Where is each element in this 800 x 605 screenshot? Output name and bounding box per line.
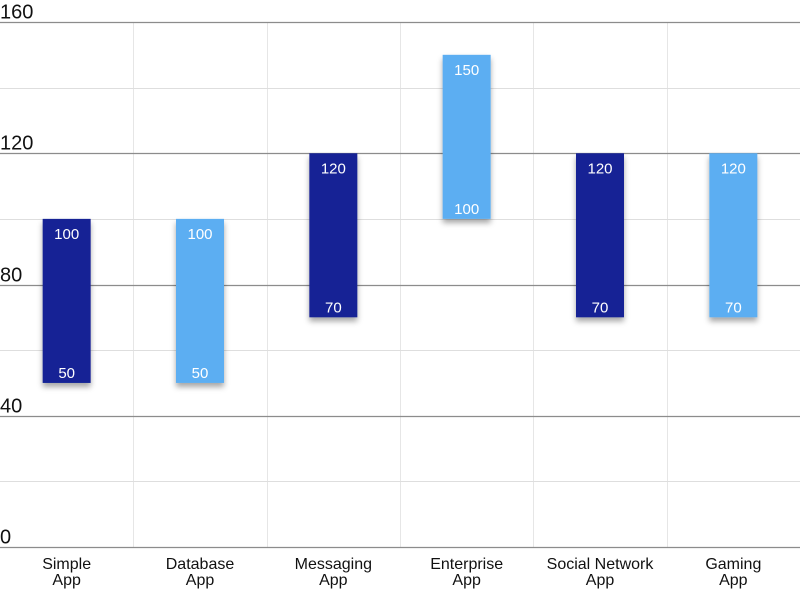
bar-low-label: 70 [592, 299, 609, 316]
data-labels: 100 50 100 50 120 70 150 100 120 70 120 70 [54, 62, 746, 382]
x-axis-tick-labels: SimpleAppDatabaseAppMessagingAppEnterpri… [42, 556, 761, 589]
range-bar [176, 218, 224, 383]
y-axis-tick-labels: 0 40 80 120 160 [0, 2, 33, 549]
y-tick-label: 40 [0, 396, 22, 418]
bar-low-label: 100 [454, 201, 479, 218]
bar-low-label: 70 [325, 299, 342, 316]
x-tick-label: Database [166, 556, 235, 573]
range-bar [709, 153, 758, 318]
x-tick-label: App [586, 572, 615, 589]
x-tick-label: App [452, 572, 481, 589]
x-tick-label: Enterprise [430, 556, 503, 573]
x-tick-label: App [52, 572, 81, 589]
x-tick-label: Social Network [547, 556, 655, 573]
bar-low-label: 50 [192, 365, 209, 382]
range-bar [442, 54, 491, 219]
range-bar [309, 153, 358, 318]
x-tick-label: Messaging [295, 556, 372, 573]
bar-low-label: 50 [58, 365, 75, 382]
grid-lines [0, 21, 800, 549]
x-tick-label: Simple [42, 556, 91, 573]
y-tick-label: 0 [0, 527, 11, 549]
bar-high-label: 100 [187, 226, 212, 243]
x-tick-label: Gaming [705, 556, 761, 573]
bar-high-label: 120 [321, 160, 346, 177]
range-bar [576, 153, 624, 318]
x-tick-label: App [719, 572, 748, 589]
y-tick-label: 120 [0, 133, 33, 155]
bar-high-label: 100 [54, 226, 79, 243]
x-tick-label: App [186, 572, 215, 589]
bar-high-label: 120 [721, 160, 746, 177]
bar-high-label: 120 [587, 160, 612, 177]
bars [42, 54, 758, 383]
bar-high-label: 150 [454, 62, 479, 79]
bar-low-label: 70 [725, 299, 742, 316]
range-bar [42, 218, 91, 383]
x-tick-label: App [319, 572, 348, 589]
y-tick-label: 160 [0, 2, 33, 24]
y-tick-label: 80 [0, 265, 22, 287]
